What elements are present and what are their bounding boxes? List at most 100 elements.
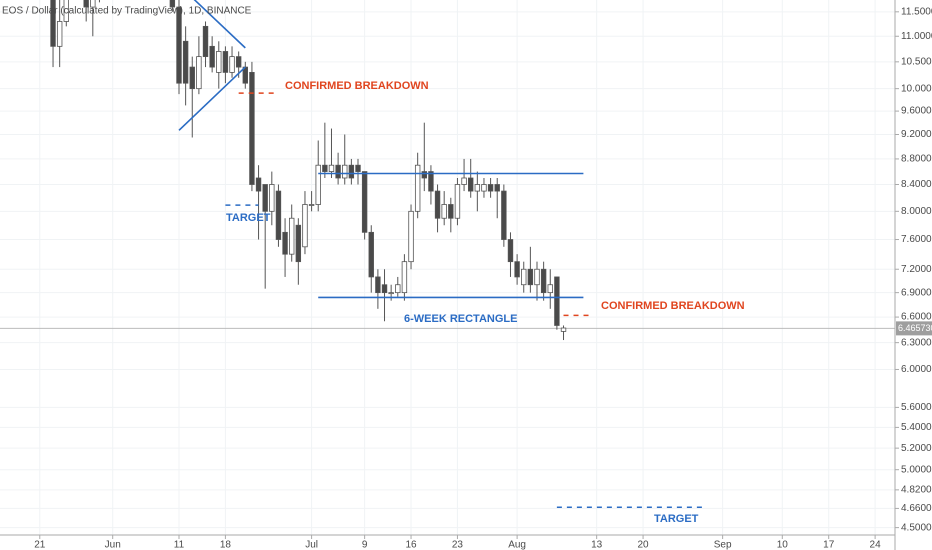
- candle-body: [408, 210, 414, 263]
- candle-body: [501, 190, 507, 240]
- candle-body: [209, 45, 215, 68]
- candle-body: [169, 0, 176, 8]
- candle-body: [176, 6, 182, 84]
- candle-body: [308, 204, 315, 206]
- y-tick-label: 10.500000: [901, 56, 932, 67]
- candle-body: [521, 268, 527, 286]
- candle-body: [395, 284, 401, 294]
- candle-body: [282, 231, 288, 255]
- y-tick-label: 4.500000: [901, 522, 932, 533]
- candle-body: [375, 276, 381, 294]
- candle-body: [342, 164, 348, 179]
- candle-body: [527, 268, 534, 286]
- candle-body: [229, 56, 235, 73]
- y-tick-label: 9.600000: [901, 106, 932, 117]
- candle-body: [507, 239, 514, 263]
- y-tick-label: 6.300000: [901, 337, 932, 348]
- y-tick-label: 4.820000: [901, 484, 932, 495]
- annotation: TARGET: [654, 513, 699, 525]
- candle-body: [547, 284, 553, 294]
- candle-body: [222, 51, 229, 73]
- x-tick-label: 21: [34, 540, 46, 550]
- candle-body: [461, 177, 467, 185]
- candle-body: [421, 171, 427, 179]
- candle-body: [255, 177, 262, 192]
- annotation: CONFIRMED BREAKDOWN: [601, 300, 745, 312]
- annotation: 6-WEEK RECTANGLE: [404, 313, 517, 325]
- y-tick-label: 10.000000: [901, 83, 932, 94]
- candle-body: [348, 164, 355, 179]
- trendline: [193, 0, 246, 49]
- candle-body: [83, 0, 89, 8]
- candle-body: [275, 190, 282, 240]
- y-tick-label: 5.600000: [901, 402, 932, 413]
- candle-body: [448, 204, 454, 219]
- x-tick-label: 24: [870, 540, 882, 550]
- candle-body: [434, 190, 441, 219]
- x-tick-label: Jun: [105, 540, 121, 550]
- candle-body: [487, 184, 494, 192]
- x-tick-label: 16: [405, 540, 417, 550]
- candle-body: [182, 40, 189, 84]
- y-tick-label: 11.000000: [901, 31, 932, 42]
- y-tick-label: 11.500000: [901, 6, 932, 17]
- candle-body: [322, 164, 328, 172]
- grid: [0, 0, 895, 535]
- candle-body: [328, 164, 335, 172]
- candle-body: [262, 184, 268, 212]
- trendline: [178, 66, 246, 131]
- plot-area: [0, 0, 895, 508]
- x-tick-label: 11: [174, 540, 185, 550]
- y-tick-label: 5.000000: [901, 464, 932, 475]
- candle-body: [454, 184, 461, 219]
- x-tick-label: Aug: [508, 540, 526, 550]
- candle-body: [196, 56, 202, 90]
- x-tick-label: Jul: [305, 540, 318, 550]
- candle-body: [468, 177, 474, 192]
- candle-body: [90, 0, 96, 8]
- candle-body: [388, 292, 394, 295]
- candle-body: [315, 164, 321, 205]
- candle-body: [289, 217, 295, 255]
- candle-body: [302, 204, 308, 248]
- candle-body: [249, 72, 255, 185]
- x-tick-label: 18: [220, 540, 232, 550]
- candle-body: [216, 51, 222, 73]
- candle-body: [335, 164, 341, 179]
- candle-body: [534, 268, 540, 286]
- x-tick-label: 17: [823, 540, 835, 550]
- candle-body: [355, 164, 361, 172]
- y-tick-label: 4.660000: [901, 503, 932, 514]
- x-tick-label: 10: [777, 540, 789, 550]
- y-tick-label: 5.400000: [901, 422, 932, 433]
- x-tick-label: 9: [362, 540, 368, 550]
- annotation: CONFIRMED BREAKDOWN: [285, 80, 429, 92]
- candle-body: [63, 0, 69, 22]
- candle-body: [295, 224, 302, 263]
- last-price-label: 6.465730: [898, 323, 932, 333]
- candle-body: [414, 164, 421, 212]
- candle-body: [428, 171, 434, 192]
- y-tick-label: 8.800000: [901, 154, 932, 165]
- candle-body: [514, 261, 520, 278]
- candle-body: [269, 184, 275, 212]
- y-tick-label: 6.900000: [901, 287, 932, 298]
- annotation: TARGET: [226, 212, 271, 224]
- candle-body: [368, 231, 374, 278]
- y-tick-label: 6.600000: [901, 312, 932, 323]
- candle-body: [381, 284, 388, 294]
- y-tick-label: 7.600000: [901, 234, 932, 245]
- y-tick-label: 6.000000: [901, 364, 932, 375]
- candle-body: [441, 204, 447, 219]
- candle-body: [202, 25, 209, 58]
- x-tick-label: 13: [591, 540, 603, 550]
- candle-body: [50, 0, 56, 47]
- y-tick-label: 5.200000: [901, 443, 932, 454]
- candle-body: [540, 268, 547, 294]
- candle-body: [189, 66, 195, 90]
- x-tick-label: 23: [452, 540, 464, 550]
- y-tick-label: 8.000000: [901, 206, 932, 217]
- chart-title: EOS / Dollar (calculated by TradingView)…: [2, 6, 252, 17]
